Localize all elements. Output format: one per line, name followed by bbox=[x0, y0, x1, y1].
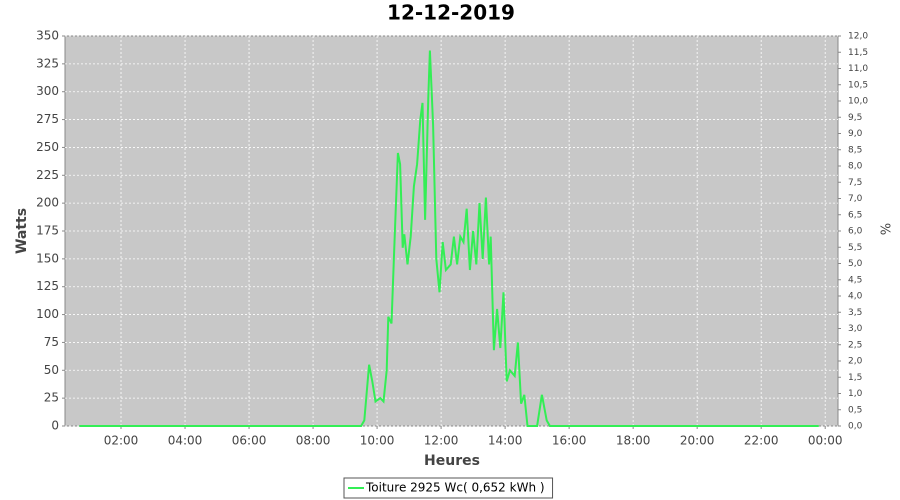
y2-tick-label: 6,0 bbox=[848, 227, 863, 237]
chart-title: 12-12-2019 bbox=[387, 1, 515, 25]
y-tick-label: 175 bbox=[36, 224, 59, 238]
y2-tick-label: 8,0 bbox=[848, 162, 863, 172]
y2-tick-label: 7,5 bbox=[848, 178, 862, 188]
y-tick-label: 325 bbox=[36, 56, 59, 70]
y-tick-label: 75 bbox=[44, 335, 59, 349]
legend-box bbox=[343, 477, 554, 499]
y-tick-label: 200 bbox=[36, 196, 59, 210]
legend-label: Toiture 2925 Wc( 0,652 kWh ) bbox=[365, 481, 545, 495]
y2-tick-label: 0,0 bbox=[848, 422, 863, 432]
y2-tick-label: 11,0 bbox=[848, 64, 868, 74]
y2-tick-label: 5,5 bbox=[848, 243, 862, 253]
x-tick-label: 10:00 bbox=[360, 434, 395, 448]
y2-tick-label: 10,5 bbox=[848, 80, 868, 90]
y-tick-label: 250 bbox=[36, 140, 59, 154]
y2-tick-label: 11,5 bbox=[848, 48, 868, 58]
x-tick-label: 12:00 bbox=[424, 434, 459, 448]
y2-tick-label: 0,5 bbox=[848, 405, 862, 415]
x-tick-label: 22:00 bbox=[744, 434, 779, 448]
y2-tick-label: 7,0 bbox=[848, 194, 863, 204]
y2-tick-label: 9,5 bbox=[848, 113, 862, 123]
y2-axis-label: % bbox=[877, 223, 892, 235]
y2-tick-label: 3,0 bbox=[848, 324, 863, 334]
x-tick-label: 06:00 bbox=[232, 434, 267, 448]
y2-tick-label: 1,5 bbox=[848, 373, 862, 383]
x-tick-label: 02:00 bbox=[104, 434, 139, 448]
y-tick-label: 275 bbox=[36, 112, 59, 126]
y-axis-label: Watts bbox=[14, 208, 30, 254]
y2-tick-label: 1,0 bbox=[848, 389, 863, 399]
y-tick-label: 125 bbox=[36, 279, 59, 293]
x-tick-label: 14:00 bbox=[488, 434, 523, 448]
x-tick-label: 16:00 bbox=[552, 434, 587, 448]
x-tick-label: 20:00 bbox=[680, 434, 715, 448]
y-tick-label: 0 bbox=[51, 419, 59, 433]
y2-tick-label: 2,0 bbox=[848, 357, 863, 367]
y-tick-label: 350 bbox=[36, 29, 59, 43]
y-tick-label: 50 bbox=[44, 363, 59, 377]
x-tick-label: 00:00 bbox=[808, 434, 843, 448]
x-tick-label: 04:00 bbox=[168, 434, 203, 448]
y-tick-label: 225 bbox=[36, 168, 59, 182]
y2-tick-label: 12,0 bbox=[848, 32, 868, 42]
x-axis-label: Heures bbox=[424, 453, 480, 469]
y2-tick-label: 4,5 bbox=[848, 275, 862, 285]
series-line bbox=[79, 50, 819, 427]
y2-tick-label: 3,5 bbox=[848, 308, 862, 318]
y2-tick-label: 6,5 bbox=[848, 210, 862, 220]
y-tick-label: 300 bbox=[36, 84, 59, 98]
y2-tick-label: 4,0 bbox=[848, 292, 863, 302]
y2-tick-label: 8,5 bbox=[848, 145, 862, 155]
y2-tick-label: 10,0 bbox=[848, 97, 868, 107]
x-tick-label: 08:00 bbox=[296, 434, 331, 448]
x-tick-label: 18:00 bbox=[616, 434, 651, 448]
y2-tick-label: 9,0 bbox=[848, 129, 863, 139]
y-tick-label: 25 bbox=[44, 391, 59, 405]
y2-tick-label: 5,0 bbox=[848, 259, 863, 269]
y-tick-label: 100 bbox=[36, 307, 59, 321]
y2-tick-label: 2,5 bbox=[848, 340, 862, 350]
y-tick-label: 150 bbox=[36, 251, 59, 265]
